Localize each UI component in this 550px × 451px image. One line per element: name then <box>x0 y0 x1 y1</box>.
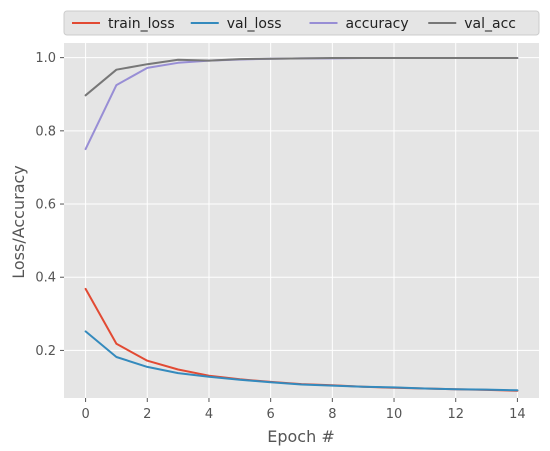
legend-label: val_acc <box>464 16 516 32</box>
y-tick-label: 0.4 <box>35 271 56 286</box>
legend-label: accuracy <box>346 16 409 32</box>
y-tick-label: 0.2 <box>35 344 56 359</box>
y-axis-label: Loss/Accuracy <box>9 165 28 279</box>
x-tick-label: 6 <box>267 407 275 422</box>
legend-label: val_loss <box>227 16 282 32</box>
series-line-val-loss <box>84 330 519 392</box>
plot-area <box>64 43 539 398</box>
x-tick-label: 14 <box>509 407 526 422</box>
legend-box <box>63 10 540 36</box>
y-tick-label: 0.6 <box>35 198 56 213</box>
x-tick-label: 8 <box>328 407 336 422</box>
x-tick-label: 10 <box>386 407 403 422</box>
x-tick-label: 2 <box>143 407 151 422</box>
legend-label: train_loss <box>108 16 175 32</box>
legend: train_loss val_loss accuracy val_acc <box>63 10 540 36</box>
x-axis: 0 2 4 6 8 10 12 14 <box>81 398 526 422</box>
y-tick-label: 0.8 <box>35 124 56 139</box>
x-axis-label: Epoch # <box>267 427 334 446</box>
x-tick-label: 0 <box>81 407 89 422</box>
x-tick-label: 12 <box>447 407 464 422</box>
series-lines <box>84 57 519 392</box>
series-line-val-acc <box>84 57 519 97</box>
y-axis: 0.2 0.4 0.6 0.8 1.0 <box>35 51 64 359</box>
x-tick-label: 4 <box>205 407 213 422</box>
y-tick-label: 1.0 <box>35 51 56 66</box>
